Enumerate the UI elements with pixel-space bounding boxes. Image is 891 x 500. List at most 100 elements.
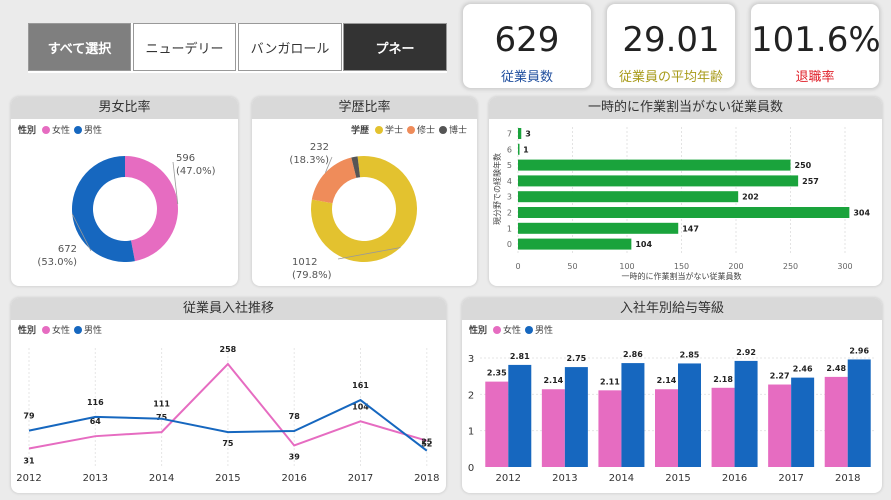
series-line-1[interactable] bbox=[28, 398, 428, 452]
bar-2013-1[interactable] bbox=[564, 367, 588, 467]
legend: 学歴 学士 修士 博士 bbox=[351, 123, 467, 136]
leader-line bbox=[337, 247, 401, 260]
x-tick-label: 2012 bbox=[16, 473, 41, 484]
data-label: 39 bbox=[289, 452, 301, 461]
bar-2016-0[interactable] bbox=[711, 387, 735, 467]
bar-1[interactable] bbox=[518, 222, 679, 234]
y-tick-label: 1 bbox=[507, 224, 512, 233]
data-label: 2.27 bbox=[770, 372, 790, 381]
bar-2014-1[interactable] bbox=[621, 363, 645, 467]
data-label: 3 bbox=[525, 130, 531, 139]
data-label: 75 bbox=[222, 439, 234, 448]
y-tick-label: 2 bbox=[468, 390, 474, 401]
x-tick-label: 200 bbox=[728, 262, 743, 271]
select-all-button[interactable]: すべて選択 bbox=[28, 23, 131, 71]
bar-2[interactable] bbox=[518, 207, 850, 218]
x-tick-label: 2017 bbox=[348, 473, 373, 484]
data-label: (47.0%) bbox=[176, 166, 216, 177]
panel-title: 従業員入社推移 bbox=[11, 298, 446, 320]
kpi-label: 従業員の平均年齢 bbox=[618, 70, 723, 85]
leader-line bbox=[325, 156, 333, 173]
legend-item-female[interactable]: 女性 bbox=[493, 323, 521, 336]
data-label: 64 bbox=[90, 417, 102, 426]
data-label: 1012 bbox=[292, 257, 317, 268]
legend-item-female[interactable]: 女性 bbox=[42, 123, 70, 136]
bar-2017-0[interactable] bbox=[768, 384, 792, 467]
bar-0[interactable] bbox=[518, 238, 632, 250]
bar-2015-0[interactable] bbox=[655, 389, 678, 467]
data-label: 161 bbox=[352, 381, 369, 390]
donut-slice-1[interactable] bbox=[71, 156, 135, 262]
donut-slice-0[interactable] bbox=[125, 156, 178, 262]
data-label: 79 bbox=[23, 412, 35, 421]
panel-title: 入社年別給与等級 bbox=[462, 298, 882, 320]
x-tick-label: 2014 bbox=[609, 473, 634, 484]
legend: 性別 女性 男性 bbox=[18, 323, 102, 336]
x-tick-label: 2017 bbox=[778, 473, 803, 484]
bar-7[interactable] bbox=[518, 128, 522, 139]
leader-line bbox=[172, 161, 179, 205]
y-tick-label: 6 bbox=[507, 145, 512, 154]
data-label: 2.14 bbox=[657, 376, 677, 385]
series-line-0[interactable] bbox=[28, 362, 428, 450]
x-tick-label: 150 bbox=[674, 262, 689, 271]
y-axis-title: 現分野での経験年数 bbox=[492, 153, 502, 225]
pune-button[interactable]: プネー bbox=[343, 23, 447, 71]
y-tick-label: 2 bbox=[507, 209, 512, 218]
bar-2012-0[interactable] bbox=[485, 381, 509, 467]
legend-item-male[interactable]: 男性 bbox=[74, 323, 102, 336]
x-tick-label: 0 bbox=[515, 262, 520, 271]
bar-2016-1[interactable] bbox=[734, 360, 758, 467]
legend-item-bachelor[interactable]: 学士 bbox=[375, 123, 403, 136]
legend-item-female[interactable]: 女性 bbox=[42, 323, 70, 336]
bar-2014-0[interactable] bbox=[598, 390, 622, 467]
bar-2013-0[interactable] bbox=[541, 389, 565, 467]
legend-item-doctor[interactable]: 博士 bbox=[439, 123, 467, 136]
bar-2015-1[interactable] bbox=[678, 363, 701, 467]
y-tick-label: 4 bbox=[507, 177, 512, 186]
legend-item-male[interactable]: 男性 bbox=[525, 323, 553, 336]
x-tick-label: 250 bbox=[783, 262, 798, 271]
bar-2017-1[interactable] bbox=[791, 377, 815, 467]
data-label: 2.86 bbox=[623, 350, 643, 359]
kpi-value: 629 bbox=[494, 20, 560, 60]
kpi-label: 退職率 bbox=[795, 70, 835, 85]
hiring-trend-panel: 従業員入社推移 性別 女性 男性 2012 2013 2014 2015 2016 201… bbox=[11, 298, 446, 493]
data-label: (18.3%) bbox=[289, 155, 329, 166]
data-label: 250 bbox=[795, 161, 812, 170]
donut-slice-1[interactable] bbox=[311, 157, 357, 204]
bar-2012-1[interactable] bbox=[508, 364, 532, 467]
data-label: 104 bbox=[352, 402, 369, 411]
bar-6[interactable] bbox=[518, 143, 520, 155]
x-tick-label: 2015 bbox=[215, 473, 240, 484]
bangalore-button[interactable]: バンガロール bbox=[238, 23, 342, 71]
legend-item-master[interactable]: 修士 bbox=[407, 123, 435, 136]
bar-5[interactable] bbox=[518, 159, 791, 171]
data-label: 2.85 bbox=[680, 350, 700, 359]
bar-2018-1[interactable] bbox=[847, 359, 871, 467]
new-delhi-button[interactable]: ニューデリー bbox=[133, 23, 236, 71]
data-label: 2.81 bbox=[510, 352, 530, 361]
data-label: 257 bbox=[802, 177, 819, 186]
y-tick-label: 3 bbox=[468, 354, 474, 365]
legend-item-male[interactable]: 男性 bbox=[74, 123, 102, 136]
data-label: 2.18 bbox=[713, 375, 733, 384]
donut-slice-2[interactable] bbox=[351, 156, 361, 178]
kpi-attrition-rate: 101.6% 退職率 bbox=[751, 4, 881, 88]
x-tick-label: 2018 bbox=[835, 473, 860, 484]
legend-title: 学歴 bbox=[351, 126, 370, 136]
data-label: 104 bbox=[635, 240, 652, 249]
data-label: 304 bbox=[853, 209, 870, 218]
donut-slice-0[interactable] bbox=[311, 156, 417, 262]
data-label: 202 bbox=[742, 193, 759, 202]
y-tick-label: 3 bbox=[507, 193, 512, 202]
x-tick-label: 50 bbox=[567, 262, 577, 271]
x-tick-label: 100 bbox=[619, 262, 634, 271]
bar-2018-0[interactable] bbox=[824, 376, 848, 467]
bar-3[interactable] bbox=[518, 191, 739, 203]
x-tick-label: 2013 bbox=[83, 473, 108, 484]
office-slicer: すべて選択 ニューデリー バンガロール プネー bbox=[28, 23, 447, 73]
legend-title: 性別 bbox=[469, 326, 488, 336]
bar-4[interactable] bbox=[518, 175, 799, 187]
x-tick-label: 2016 bbox=[722, 473, 747, 484]
